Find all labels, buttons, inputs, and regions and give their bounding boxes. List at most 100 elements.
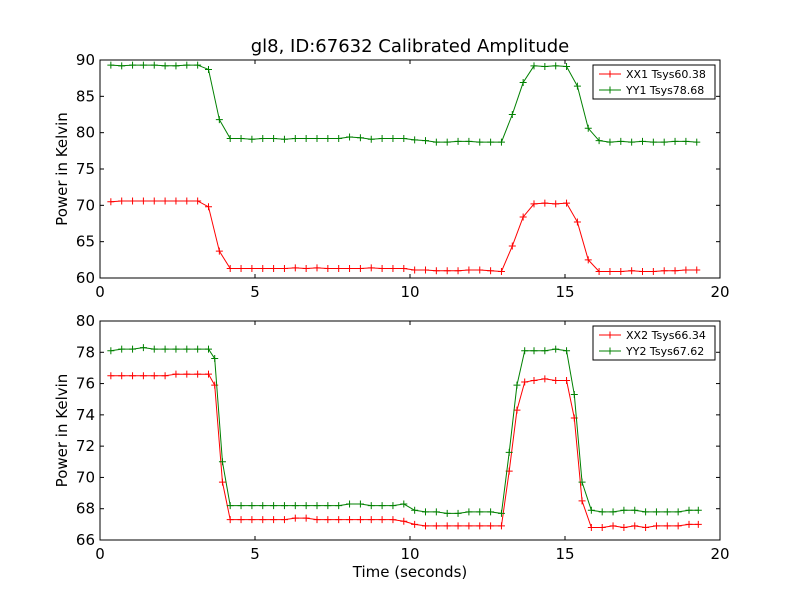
data-point [324, 134, 332, 142]
data-point [183, 345, 191, 353]
data-point [578, 497, 586, 505]
data-point [649, 267, 657, 275]
data-point [508, 242, 516, 250]
data-point [541, 347, 549, 355]
data-point [139, 61, 147, 69]
y-tick-label: 85 [76, 87, 95, 105]
legend-swatch-marker [606, 86, 614, 94]
data-point [573, 218, 581, 226]
data-point [378, 265, 386, 273]
data-point [422, 266, 429, 274]
data-point [454, 522, 462, 530]
data-point [400, 500, 408, 508]
data-point [628, 138, 636, 146]
data-point [270, 265, 278, 273]
data-point [313, 134, 321, 142]
data-point [400, 265, 408, 273]
x-tick-label: 10 [400, 283, 419, 301]
data-point [356, 134, 364, 142]
data-point [411, 136, 419, 144]
y-tick-label: 65 [76, 233, 95, 251]
data-point [663, 522, 671, 530]
data-point [674, 522, 682, 530]
subplot-2: 0 5 10 15 20 66 68 70 72 74 76 78 80 XX2 Tsys66.34 YY2… [53, 312, 730, 581]
data-point [161, 345, 169, 353]
legend-box [592, 64, 716, 100]
data-point [432, 267, 440, 275]
data-point [497, 267, 505, 275]
data-point [443, 522, 451, 530]
data-point [682, 266, 690, 274]
x-tick-label: 5 [250, 545, 260, 563]
data-point [620, 506, 628, 514]
data-point [400, 517, 408, 525]
data-point [563, 63, 571, 71]
data-point [508, 111, 516, 118]
data-point [513, 381, 521, 389]
data-point [639, 267, 646, 275]
legend-box [592, 325, 716, 361]
data-point [685, 520, 693, 528]
data-point [129, 61, 137, 69]
data-point [617, 267, 625, 275]
x-tick-label: 10 [400, 545, 419, 563]
data-point [530, 347, 538, 355]
data-point [237, 516, 245, 524]
data-point [649, 138, 657, 146]
data-point [563, 199, 571, 207]
data-point [476, 508, 484, 516]
data-point [476, 138, 484, 146]
data-point [400, 134, 408, 142]
data-point [346, 516, 354, 524]
data-point [432, 508, 440, 516]
data-point [139, 344, 147, 352]
data-point [487, 522, 495, 530]
series-line [110, 373, 699, 528]
data-point [194, 197, 202, 205]
data-point [335, 516, 343, 524]
data-point [161, 62, 169, 70]
data-point [505, 448, 513, 456]
data-point [226, 516, 234, 524]
data-point [118, 372, 126, 380]
data-point [194, 345, 202, 353]
data-point [598, 523, 606, 531]
data-point [487, 267, 495, 275]
data-point [129, 345, 137, 353]
data-point [302, 265, 310, 273]
data-point [378, 502, 386, 510]
y-tick-label: 74 [76, 406, 95, 424]
data-point [172, 370, 180, 378]
data-point [218, 478, 226, 486]
data-point [530, 200, 538, 208]
data-point [313, 516, 321, 524]
y-tick-label: 78 [76, 343, 95, 361]
data-point [693, 138, 701, 146]
data-point [183, 370, 191, 378]
data-point [291, 134, 299, 142]
data-point [685, 506, 693, 514]
data-point [563, 347, 571, 355]
subplot-1: 0 5 10 15 20 60 65 70 75 80 85 90 XX1 Tsys60.38 YY1 T… [53, 36, 730, 301]
data-point [259, 502, 267, 510]
data-point [530, 376, 538, 384]
data-point [454, 137, 462, 145]
data-point [346, 500, 354, 508]
series-line [110, 347, 699, 514]
data-point [313, 502, 321, 510]
data-point [578, 478, 586, 486]
data-point [367, 516, 375, 524]
data-point [378, 516, 386, 524]
x-tick-label: 0 [95, 545, 105, 563]
data-point [248, 265, 256, 273]
data-point [107, 347, 115, 355]
data-point [324, 516, 332, 524]
data-point [443, 138, 451, 146]
data-point [259, 134, 267, 142]
data-point [671, 137, 679, 145]
data-point [454, 509, 462, 517]
data-point [324, 502, 332, 510]
data-point [411, 520, 419, 528]
data-point [118, 197, 126, 205]
